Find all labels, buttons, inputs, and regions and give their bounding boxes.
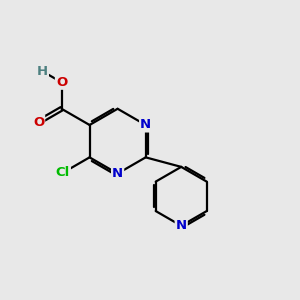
Text: N: N (112, 167, 123, 180)
Text: O: O (56, 76, 67, 89)
Text: N: N (140, 118, 151, 131)
Text: H: H (37, 65, 48, 78)
Text: Cl: Cl (56, 166, 70, 179)
Text: O: O (33, 116, 44, 128)
Text: N: N (176, 219, 187, 232)
